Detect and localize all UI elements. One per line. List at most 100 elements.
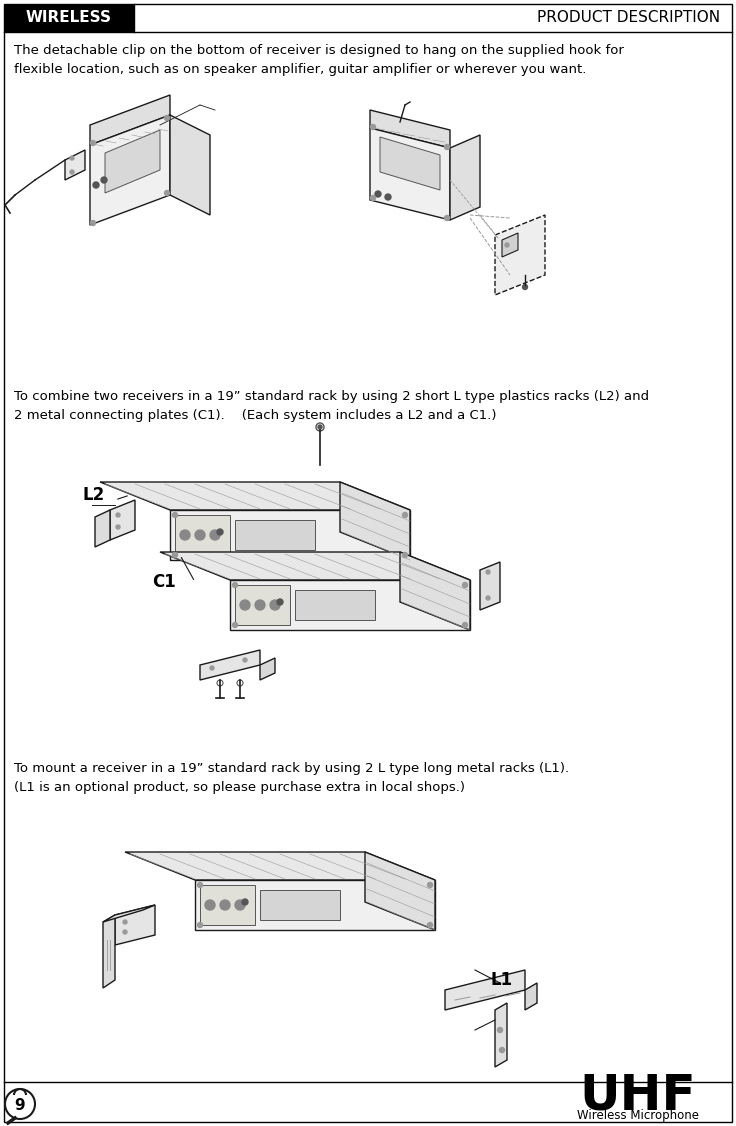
Polygon shape: [90, 115, 170, 225]
Polygon shape: [370, 128, 450, 220]
Text: L2: L2: [82, 486, 105, 504]
Circle shape: [255, 600, 265, 610]
Polygon shape: [195, 881, 435, 930]
Bar: [200, 885, 255, 924]
Circle shape: [462, 582, 467, 588]
Text: L1: L1: [490, 971, 512, 989]
Circle shape: [220, 900, 230, 910]
Circle shape: [505, 243, 509, 247]
Circle shape: [486, 596, 490, 600]
Circle shape: [370, 125, 375, 129]
Polygon shape: [230, 580, 470, 631]
Circle shape: [318, 425, 322, 429]
Polygon shape: [105, 129, 160, 193]
Polygon shape: [380, 137, 440, 190]
Bar: [260, 890, 340, 920]
Text: The detachable clip on the bottom of receiver is designed to hang on the supplie: The detachable clip on the bottom of rec…: [14, 44, 624, 75]
Circle shape: [101, 177, 107, 184]
Polygon shape: [103, 915, 115, 988]
Polygon shape: [125, 852, 435, 881]
Circle shape: [403, 512, 408, 518]
Polygon shape: [100, 482, 410, 510]
Bar: [175, 515, 230, 555]
Circle shape: [197, 922, 202, 928]
Circle shape: [523, 285, 528, 289]
Bar: [235, 586, 290, 625]
Circle shape: [210, 665, 214, 670]
Polygon shape: [160, 552, 470, 580]
Polygon shape: [90, 95, 170, 145]
Circle shape: [233, 623, 238, 627]
Polygon shape: [65, 150, 85, 180]
Circle shape: [375, 191, 381, 197]
Text: C1: C1: [152, 573, 176, 591]
Circle shape: [165, 190, 169, 196]
Circle shape: [370, 196, 375, 200]
Bar: [295, 590, 375, 620]
Circle shape: [172, 553, 177, 557]
Polygon shape: [260, 658, 275, 680]
Circle shape: [242, 899, 248, 905]
Bar: [4, 5, 134, 32]
Circle shape: [197, 883, 202, 887]
Circle shape: [233, 582, 238, 588]
Circle shape: [205, 900, 215, 910]
Circle shape: [486, 570, 490, 574]
Circle shape: [210, 530, 220, 540]
Circle shape: [277, 599, 283, 605]
Circle shape: [123, 930, 127, 933]
Circle shape: [500, 1047, 504, 1053]
Circle shape: [240, 600, 250, 610]
Polygon shape: [495, 215, 545, 295]
Polygon shape: [445, 969, 525, 1010]
Polygon shape: [400, 552, 470, 631]
Text: Wireless Microphone: Wireless Microphone: [577, 1108, 699, 1121]
Polygon shape: [370, 110, 450, 148]
Circle shape: [498, 1028, 503, 1033]
Circle shape: [70, 157, 74, 160]
Circle shape: [270, 600, 280, 610]
Circle shape: [116, 525, 120, 529]
Circle shape: [403, 553, 408, 557]
Circle shape: [243, 658, 247, 662]
Circle shape: [172, 512, 177, 518]
Circle shape: [91, 221, 96, 225]
Circle shape: [70, 170, 74, 175]
Circle shape: [91, 141, 96, 145]
Polygon shape: [170, 115, 210, 215]
Polygon shape: [200, 650, 260, 680]
Circle shape: [123, 920, 127, 924]
Text: WIRELESS: WIRELESS: [26, 10, 112, 26]
Text: To combine two receivers in a 19” standard rack by using 2 short L type plastics: To combine two receivers in a 19” standa…: [14, 390, 649, 422]
Polygon shape: [480, 562, 500, 610]
Circle shape: [180, 530, 190, 540]
Circle shape: [428, 883, 433, 887]
Text: 9: 9: [15, 1099, 25, 1114]
Polygon shape: [103, 905, 155, 922]
Polygon shape: [110, 500, 135, 540]
Text: PRODUCT DESCRIPTION: PRODUCT DESCRIPTION: [537, 10, 720, 26]
Polygon shape: [340, 482, 410, 560]
Polygon shape: [525, 983, 537, 1010]
Circle shape: [116, 513, 120, 517]
Polygon shape: [495, 1003, 507, 1067]
Text: UHF: UHF: [580, 1071, 696, 1119]
Circle shape: [445, 215, 450, 221]
Polygon shape: [450, 135, 480, 220]
Circle shape: [195, 530, 205, 540]
Circle shape: [385, 194, 391, 200]
Circle shape: [93, 182, 99, 188]
Polygon shape: [365, 852, 435, 930]
Circle shape: [235, 900, 245, 910]
Polygon shape: [170, 510, 410, 560]
Circle shape: [462, 623, 467, 627]
Circle shape: [217, 529, 223, 535]
Circle shape: [165, 116, 169, 120]
Polygon shape: [95, 510, 110, 547]
Polygon shape: [502, 233, 518, 257]
Circle shape: [445, 144, 450, 150]
Text: To mount a receiver in a 19” standard rack by using 2 L type long metal racks (L: To mount a receiver in a 19” standard ra…: [14, 762, 569, 794]
Polygon shape: [115, 905, 155, 945]
Circle shape: [428, 922, 433, 928]
Bar: [235, 520, 315, 549]
